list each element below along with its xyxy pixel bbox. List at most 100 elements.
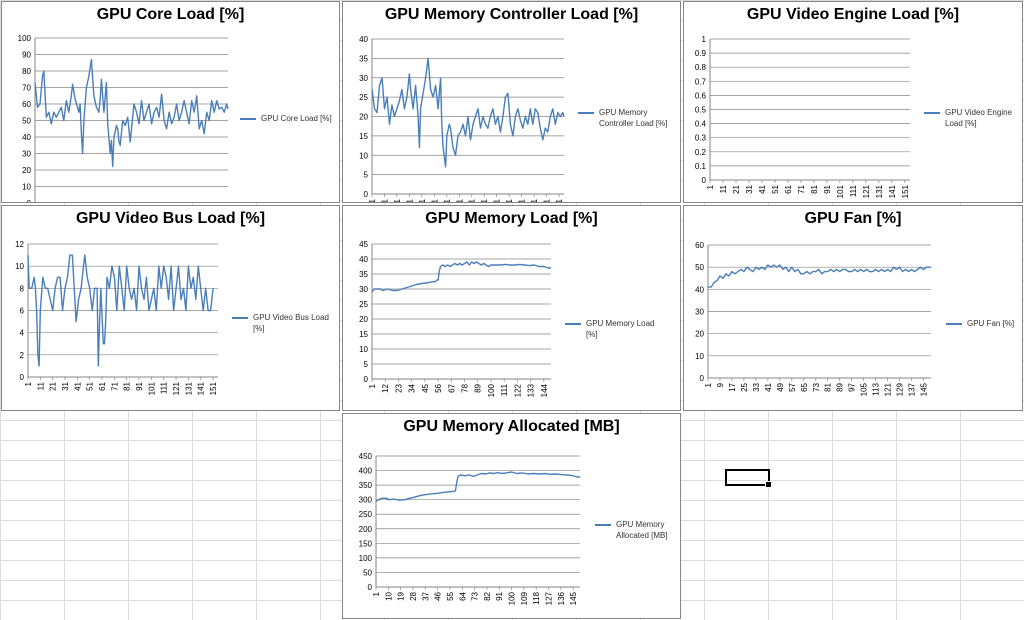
x-tick-label: 61 [98, 381, 107, 390]
chart-gpu-core-load[interactable]: GPU Core Load [%]01020304050607080901001… [1, 1, 340, 203]
x-tick-label: 71 [110, 381, 119, 390]
y-tick-label: 0 [700, 374, 705, 383]
x-tick-label: 34 [408, 383, 417, 392]
y-tick-label: 35 [359, 270, 368, 279]
y-tick-label: 0 [364, 190, 369, 199]
legend-swatch [595, 524, 611, 526]
x-tick-label: 100 [508, 591, 517, 605]
x-tick-label: 1 [368, 383, 377, 388]
x-tick-label: 11 [719, 184, 728, 193]
x-tick-label: 122 [513, 383, 522, 397]
x-tick-label: 65 [800, 382, 809, 391]
chart-title: GPU Video Engine Load [%] [746, 6, 960, 23]
x-tick-label: 21 [49, 381, 58, 390]
chart-gpu-memory-allocated[interactable]: GPU Memory Allocated [MB] 0 50 100 150 200 250… [342, 413, 681, 619]
plot-svg: 0 10 20 30 40 50 60 1 9 17 25 33 41 49 57 65 73 81 89 97 105… [695, 241, 931, 396]
y-tick-label: 20 [359, 113, 368, 122]
x-tick-label: 151 [901, 184, 910, 198]
y-tick-label: 0 [702, 176, 707, 185]
y-tick-label: 70 [22, 84, 31, 93]
x-tick-label: 61 [784, 184, 793, 193]
x-tick-label: 41 [758, 184, 767, 193]
x-tick-label: 12 [381, 383, 390, 392]
y-tick-label: 200 [359, 525, 373, 534]
y-tick-label: 20 [695, 330, 704, 339]
x-tick-label: 101 [147, 381, 156, 395]
chart-gpu-memory-load[interactable]: GPU Memory Load [%] 0 5 10 15 20 25 30 35 40 45 1 12… [342, 205, 681, 411]
y-tick-label: 50 [22, 117, 31, 126]
x-tick-label: 118 [532, 591, 541, 604]
y-tick-label: 0.8 [695, 63, 707, 72]
y-tick-label: 0.2 [695, 148, 707, 157]
y-tick-label: 0.1 [695, 162, 707, 171]
x-tick-label: 81 [810, 184, 819, 193]
x-tick-label: 51 [430, 198, 439, 203]
plot-svg: 0 5 10 15 20 25 30 35 40 45 1 12 23 34 45 56 67 78 89 100 11… [359, 240, 551, 397]
y-tick-label: 10 [695, 352, 704, 361]
x-tick-label: 57 [788, 382, 797, 391]
chart-gpu-fan[interactable]: GPU Fan [%] 0 10 20 30 40 50 60 1 9 17 25 33 41 49 57 65… [683, 205, 1023, 411]
x-tick-label: 145 [569, 591, 578, 605]
y-tick-label: 30 [359, 285, 368, 294]
x-tick-label: 1 [704, 382, 713, 387]
legend-label: GPU Video Bus Load [%] [253, 313, 329, 333]
series-line-gpu-core-load [34, 58, 229, 168]
x-tick-label: 101 [836, 184, 845, 198]
x-tick-label: 109 [520, 591, 529, 605]
x-tick-label: 41 [73, 381, 82, 390]
x-tick-label: 89 [474, 383, 483, 392]
y-tick-label: 40 [359, 35, 368, 44]
x-tick-label: 45 [421, 383, 430, 392]
x-tick-label: 41 [418, 198, 427, 203]
selected-cell[interactable] [725, 469, 772, 488]
y-tick-label: 45 [359, 240, 368, 249]
x-tick-label: 31 [745, 184, 754, 193]
x-tick-label: 141 [197, 381, 206, 395]
y-tick-label: 10 [15, 262, 24, 271]
y-tick-label: 10 [359, 345, 368, 354]
x-tick-label: 145 [920, 382, 929, 396]
x-tick-label: 91 [480, 198, 489, 203]
x-tick-label: 81 [824, 382, 833, 391]
plot-svg: 0 50 100 150 200 250 300 350 400 450 1 10 19 28 37 46 55… [359, 452, 580, 605]
x-tick-label: 1 [706, 184, 715, 189]
chart-title: GPU Fan [%] [804, 210, 902, 227]
y-tick-label: 150 [359, 539, 373, 548]
x-tick-label: 11 [36, 381, 45, 390]
x-tick-label: 67 [447, 383, 456, 392]
x-tick-label: 97 [848, 382, 857, 391]
x-tick-label: 81 [468, 198, 477, 203]
y-tick-label: 10 [359, 151, 368, 160]
x-tick-label: 151 [209, 381, 218, 395]
y-tick-label: 60 [22, 100, 31, 109]
x-tick-label: 131 [530, 198, 539, 203]
x-tick-label: 10 [384, 591, 393, 600]
legend-label: GPU Core Load [%] [261, 114, 332, 123]
y-tick-label: 80 [22, 67, 31, 76]
legend-label: GPU Memory Allocated [MB] [616, 520, 668, 540]
x-tick-label: 78 [461, 383, 470, 392]
x-tick-label: 91 [823, 184, 832, 193]
chart-gpu-video-engine-load[interactable]: GPU Video Engine Load [%] 0 0.1 0.2 0.3 0.4 0.… [683, 1, 1023, 203]
legend-label: GPU Video Engine Load [%] [945, 108, 1013, 128]
legend-swatch [240, 118, 256, 120]
y-tick-label: 15 [359, 330, 368, 339]
y-tick-label: 0.9 [695, 49, 707, 58]
y-tick-label: 30 [22, 150, 31, 159]
x-tick-label: 41 [764, 382, 773, 391]
x-tick-label: 136 [557, 591, 566, 605]
chart-title: GPU Core Load [%] [96, 6, 245, 23]
x-tick-label: 111 [505, 198, 514, 203]
y-tick-label: 50 [363, 568, 372, 577]
y-tick-label: 40 [359, 255, 368, 264]
x-tick-label: 31 [61, 381, 70, 390]
x-tick-label: 141 [543, 198, 552, 203]
chart-gpu-video-bus-load[interactable]: GPU Video Bus Load [%] 0 2 4 6 8 10 12 1 11 21 31 41… [1, 205, 340, 411]
x-tick-label: 11 [380, 198, 389, 203]
legend-swatch [924, 112, 940, 114]
x-tick-label: 131 [875, 184, 884, 198]
x-tick-label: 127 [545, 591, 554, 605]
x-tick-label: 28 [409, 591, 418, 600]
chart-gpu-memory-controller-load[interactable]: GPU Memory Controller Load [%] 0 5 10 15 20 25… [342, 1, 681, 203]
